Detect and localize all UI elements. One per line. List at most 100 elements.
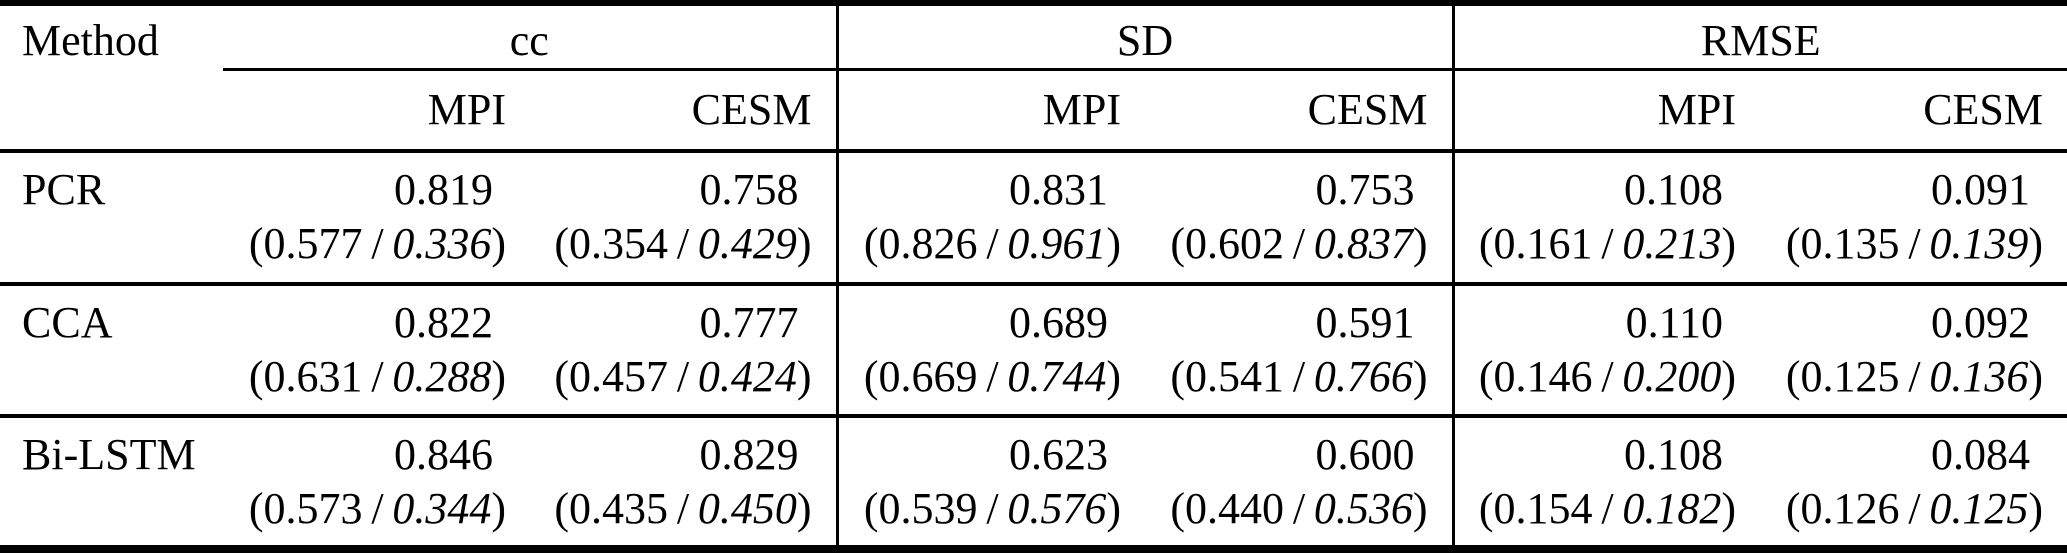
main-value: 0.623	[1009, 430, 1108, 480]
paren-close: )	[1721, 351, 1736, 401]
cell-bilstm-rmse-cesm: 0.084 (0.126/0.125)	[1760, 416, 2067, 549]
separator: /	[986, 219, 999, 268]
main-value: 0.091	[1931, 165, 2031, 214]
value-a: 0.539	[878, 484, 978, 534]
paren-open: (	[863, 219, 879, 268]
method-label-cca: CCA	[0, 283, 223, 419]
paren-open: (	[1478, 219, 1494, 268]
separator: /	[1292, 219, 1306, 268]
subheader-sd-cesm: CESM	[1145, 69, 1453, 153]
main-value: 0.110	[1625, 297, 1723, 347]
value-a: 0.602	[1185, 219, 1285, 268]
main-value: 0.829	[699, 430, 799, 480]
value-a: 0.435	[569, 484, 669, 534]
main-value: 0.758	[699, 165, 799, 214]
value-a: 0.573	[263, 484, 363, 534]
value-b: 0.536	[1313, 484, 1413, 534]
value-b: 0.336	[392, 219, 492, 268]
cell-cca-sd-cesm: 0.591 (0.541/0.766)	[1145, 283, 1453, 419]
value-a: 0.154	[1493, 484, 1593, 534]
paren-close: )	[1412, 484, 1428, 534]
main-value: 0.753	[1315, 165, 1415, 214]
cell-cca-rmse-cesm: 0.092 (0.125/0.136)	[1760, 283, 2067, 419]
value-a: 0.457	[569, 351, 669, 401]
paren-values: (0.154/0.182)	[1455, 482, 1736, 536]
cell-pcr-sd-cesm: 0.753 (0.602/0.837)	[1145, 151, 1453, 286]
paren-close: )	[1106, 219, 1121, 268]
value-a: 0.161	[1493, 219, 1593, 268]
paren-close: )	[796, 219, 812, 268]
separator: /	[1908, 219, 1921, 268]
separator: /	[1908, 484, 1921, 534]
value-a: 0.354	[569, 219, 669, 268]
paren-values: (0.602/0.837)	[1145, 217, 1427, 271]
cell-cca-rmse-mpi: 0.110 (0.146/0.200)	[1451, 283, 1760, 419]
paren-close: )	[1721, 484, 1736, 534]
paren-values: (0.440/0.536)	[1145, 482, 1428, 536]
separator: /	[676, 219, 690, 268]
separator: /	[1292, 484, 1306, 534]
table-row-bi-lstm: Bi-LSTM 0.846 (0.573/0.344) 0.829 (0.435…	[0, 416, 2067, 549]
cell-cca-cc-cesm: 0.777 (0.457/0.424)	[530, 283, 837, 419]
main-value: 0.846	[394, 430, 493, 480]
value-a: 0.146	[1493, 351, 1593, 401]
value-b: 0.288	[392, 351, 492, 401]
subheader-rmse-cesm: CESM	[1760, 69, 2067, 153]
paren-values: (0.435/0.450)	[530, 482, 811, 536]
value-a: 0.669	[878, 351, 978, 401]
subheader-sd-mpi: MPI	[835, 69, 1145, 153]
main-value: 0.108	[1624, 165, 1723, 214]
paren-close: )	[1412, 351, 1428, 401]
paren-values: (0.539/0.576)	[839, 482, 1121, 536]
paren-open: (	[1170, 219, 1186, 268]
cell-pcr-rmse-mpi: 0.108 (0.161/0.213)	[1451, 151, 1760, 286]
value-b: 0.200	[1622, 351, 1722, 401]
paren-open: (	[1785, 351, 1801, 401]
separator: /	[676, 484, 690, 534]
paren-values: (0.631/0.288)	[223, 350, 506, 404]
value-b: 0.766	[1313, 351, 1413, 401]
paren-values: (0.826/0.961)	[839, 217, 1121, 271]
paren-values: (0.146/0.200)	[1455, 350, 1736, 404]
paren-close: )	[1106, 484, 1121, 534]
main-value: 0.689	[1009, 297, 1108, 347]
group-header-row: Method cc SD RMSE	[0, 3, 2067, 153]
separator: /	[676, 351, 690, 401]
value-b: 0.837	[1313, 219, 1413, 268]
value-a: 0.126	[1800, 484, 1900, 534]
paren-close: )	[2028, 351, 2044, 401]
paren-open: (	[248, 484, 264, 534]
subheader-cc-mpi: MPI	[223, 69, 530, 153]
separator: /	[1601, 219, 1614, 268]
paren-close: )	[1106, 351, 1121, 401]
separator: /	[986, 351, 999, 401]
main-value: 0.108	[1624, 430, 1723, 480]
paren-close: )	[491, 351, 506, 401]
value-b: 0.450	[697, 484, 797, 534]
cell-bilstm-cc-mpi: 0.846 (0.573/0.344)	[223, 416, 530, 549]
cell-pcr-cc-mpi: 0.819 (0.577/0.336)	[223, 151, 530, 286]
value-a: 0.135	[1800, 219, 1900, 268]
value-b: 0.125	[1929, 484, 2029, 534]
paren-values: (0.126/0.125)	[1760, 482, 2043, 536]
value-a: 0.541	[1185, 351, 1285, 401]
value-b: 0.576	[1007, 484, 1107, 534]
cell-cca-sd-mpi: 0.689 (0.669/0.744)	[835, 283, 1145, 419]
subheader-cc-cesm: CESM	[530, 69, 837, 153]
paren-values: (0.573/0.344)	[223, 482, 506, 536]
value-b: 0.182	[1622, 484, 1722, 534]
value-a: 0.125	[1800, 351, 1900, 401]
value-b: 0.139	[1929, 219, 2029, 268]
separator: /	[371, 219, 384, 268]
main-value: 0.822	[394, 297, 493, 347]
main-value: 0.092	[1931, 297, 2031, 347]
paren-values: (0.354/0.429)	[530, 217, 812, 271]
paren-close: )	[491, 484, 506, 534]
paren-values: (0.457/0.424)	[530, 350, 811, 404]
value-b: 0.136	[1929, 351, 2029, 401]
paren-close: )	[2028, 219, 2044, 268]
value-a: 0.577	[263, 219, 363, 268]
main-value: 0.777	[699, 297, 799, 347]
separator: /	[1908, 351, 1921, 401]
